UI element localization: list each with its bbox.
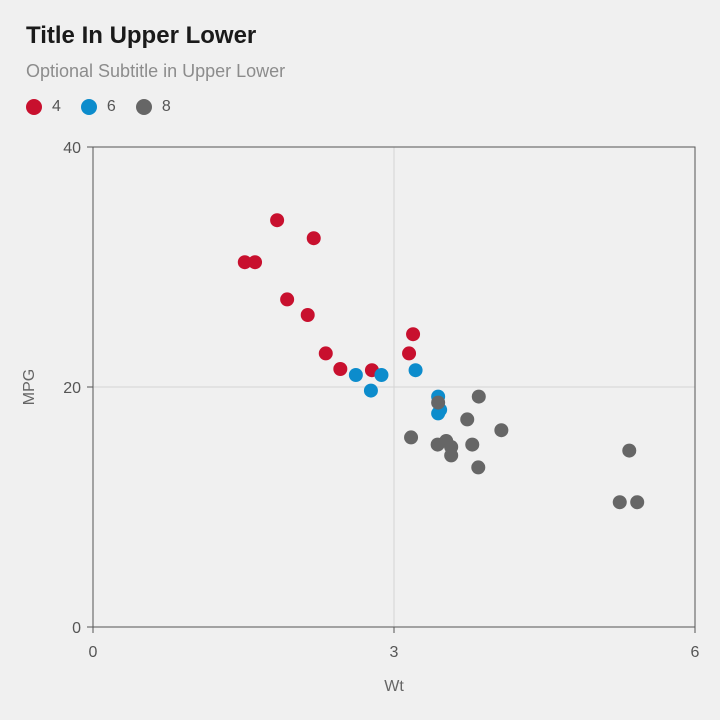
data-point-4 <box>402 346 417 361</box>
data-point-6 <box>374 368 389 382</box>
data-points <box>237 213 645 510</box>
chart-title: Title In Upper Lower <box>26 22 257 49</box>
data-point-4 <box>280 292 295 307</box>
data-point-6 <box>348 368 363 382</box>
data-point-8 <box>622 443 637 458</box>
legend-marker <box>135 99 152 115</box>
data-point-4 <box>406 327 421 342</box>
chart-subtitle: Optional Subtitle in Upper Lower <box>26 61 286 81</box>
legend-item-6: 6 <box>80 98 116 116</box>
legend-marker <box>80 99 97 115</box>
data-point-4 <box>306 231 321 246</box>
x-tick-label: 0 <box>89 644 98 661</box>
y-tick-label: 0 <box>72 620 81 637</box>
axis-ticks: 0 3 6 0 20 40 <box>63 140 699 661</box>
grid-lines <box>93 147 695 627</box>
y-tick-label: 20 <box>63 380 81 397</box>
legend-label: 8 <box>161 98 171 115</box>
data-point-4 <box>237 255 252 270</box>
data-point-8 <box>430 437 445 452</box>
y-axis-label: MPG <box>21 369 38 405</box>
data-point-8 <box>431 395 446 410</box>
data-point-4 <box>318 346 333 361</box>
x-axis-label: Wt <box>384 678 404 695</box>
legend-label: 6 <box>106 98 116 115</box>
data-point-8 <box>494 423 509 438</box>
data-point-8 <box>630 495 645 510</box>
data-point-4 <box>333 362 348 376</box>
legend: 4 6 8 <box>26 98 191 116</box>
legend-item-8: 8 <box>135 98 171 116</box>
data-point-4 <box>300 308 315 322</box>
x-tick-label: 6 <box>691 644 700 661</box>
data-point-4 <box>248 255 263 270</box>
data-point-8 <box>471 460 486 475</box>
y-tick-label: 40 <box>63 140 81 157</box>
x-tick-label: 3 <box>390 644 399 661</box>
data-point-8 <box>444 440 459 454</box>
data-point-8 <box>465 437 480 452</box>
legend-item-4: 4 <box>26 98 61 116</box>
legend-marker <box>26 99 42 115</box>
legend-label: 4 <box>52 98 61 115</box>
data-point-8 <box>404 430 419 445</box>
data-point-4 <box>270 213 285 228</box>
data-point-8 <box>471 389 486 404</box>
data-point-8 <box>460 412 475 427</box>
data-point-6 <box>408 363 423 378</box>
data-point-8 <box>612 495 627 510</box>
data-point-6 <box>363 383 378 398</box>
